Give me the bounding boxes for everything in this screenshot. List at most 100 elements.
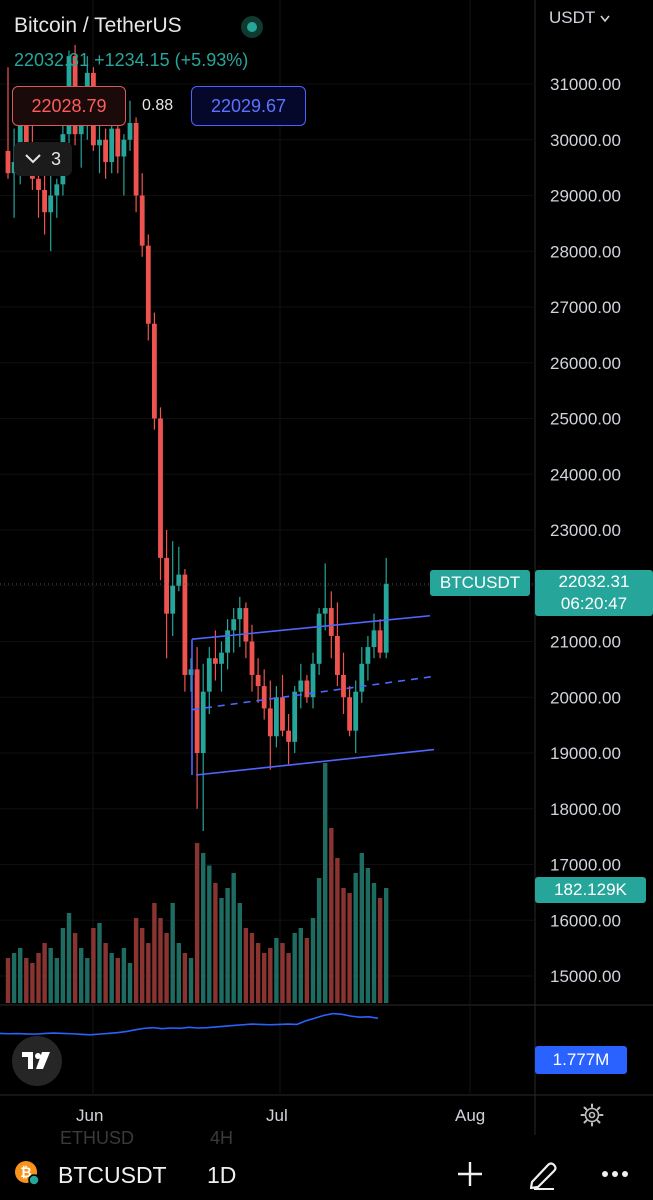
sell-button[interactable]: 22028.79 [12,86,126,126]
oscillator-line [0,1012,379,1036]
volume-bar [310,918,316,1003]
candle [182,569,188,692]
candle-body [200,691,206,753]
last-price-tag: 22032.31 06:20:47 [535,570,653,616]
volume-bar [24,958,29,1003]
y-tick-label: 15000.00 [550,967,621,986]
volume-bar [18,948,23,1003]
candle-body [328,608,334,636]
currency-selector[interactable]: USDT [549,8,610,28]
indicators-toggle-button[interactable]: 3 [14,142,72,176]
candle [206,647,212,714]
candle [145,234,151,341]
last-price-tag-value: 22032.31 [558,572,630,591]
volume-bar [225,888,230,1003]
candle [115,123,121,174]
candle [121,134,127,196]
volume-bar [182,953,188,1003]
pencil-icon[interactable] [524,1156,560,1192]
channel-upper-line [191,614,431,640]
candle-body [353,691,359,731]
y-tick-label: 20000.00 [550,688,621,707]
volume-bar [298,928,303,1003]
candle-body [371,630,377,648]
candle-body [103,139,108,163]
plus-icon[interactable] [452,1156,488,1192]
more-icon[interactable] [597,1156,633,1192]
candle-body [304,680,310,698]
buy-button[interactable]: 22029.67 [191,86,306,126]
candle [383,557,389,659]
volume-bar [5,958,11,1003]
volume-bar [255,943,261,1003]
price-change: 22032.31 +1234.15 (+5.93%) [14,50,248,71]
volume-bar [329,828,334,1003]
volume-bar [323,763,328,1003]
candle [249,624,255,692]
candle [280,674,285,737]
y-tick-label: 16000.00 [550,911,621,930]
symbol-title[interactable]: Bitcoin / TetherUS [14,14,182,37]
candle [48,173,54,252]
volume-bar [274,938,279,1003]
symbol-price-tag: BTCUSDT [430,570,530,596]
candle [5,67,11,179]
candle-body [249,641,255,675]
candle-body [188,669,194,675]
channel-middle-line [191,675,433,711]
candle-body [115,128,121,157]
volume-bar [121,948,127,1003]
candle-body [274,697,279,737]
volume-bar [91,928,96,1003]
candle [200,663,206,832]
ghost-symbol: ETHUSD [60,1128,135,1148]
volume-bar [115,958,120,1003]
candle [133,117,139,213]
candle [213,630,218,681]
candle-body [231,619,237,631]
volume-bar [292,933,297,1003]
y-tick-label: 28000.00 [550,242,621,261]
volume-bar [85,958,90,1003]
tradingview-logo-icon [22,1052,50,1069]
candle [310,652,316,709]
volume-bar [194,843,200,1003]
ghost-timeframe: 4H [210,1128,234,1148]
gear-icon[interactable] [580,1103,604,1127]
candle [316,608,322,675]
volume-tag: 182.129K [535,877,646,903]
candle [365,635,371,681]
candle [127,100,133,151]
timeframe-selector[interactable]: 1D [207,1162,237,1188]
candle [158,407,163,581]
y-tick-label: 23000.00 [550,521,621,540]
volume-bar [42,943,47,1003]
candle-body [219,652,224,664]
oscillator-tag: 1.777M [535,1046,627,1074]
candle-body [152,323,157,419]
candle-body [298,680,304,692]
volume-bar [158,918,163,1003]
volume-bar [316,878,322,1003]
candle [286,713,291,765]
y-tick-label: 21000.00 [550,633,621,652]
volume-bar [237,903,242,1003]
candle [231,608,237,653]
candle-body [182,574,188,675]
tradingview-logo[interactable] [12,1036,62,1086]
candle-body [36,178,41,190]
y-tick-label: 17000.00 [550,856,621,875]
volume-bar [54,958,59,1003]
currency-label: USDT [549,8,595,27]
candle [152,312,157,430]
volume-bar [341,888,346,1003]
candle [377,619,383,659]
candle-body [48,195,54,213]
price-chart[interactable]: 31000.00 30000.00 29000.00 28000.00 27000.00… [0,0,653,1135]
volume-bar [30,963,35,1003]
candle [274,686,279,748]
candle-body [42,189,47,213]
symbol-selector[interactable]: BTCUSDT [58,1162,167,1188]
y-tick-label: 19000.00 [550,744,621,763]
volume-bar [249,933,255,1003]
